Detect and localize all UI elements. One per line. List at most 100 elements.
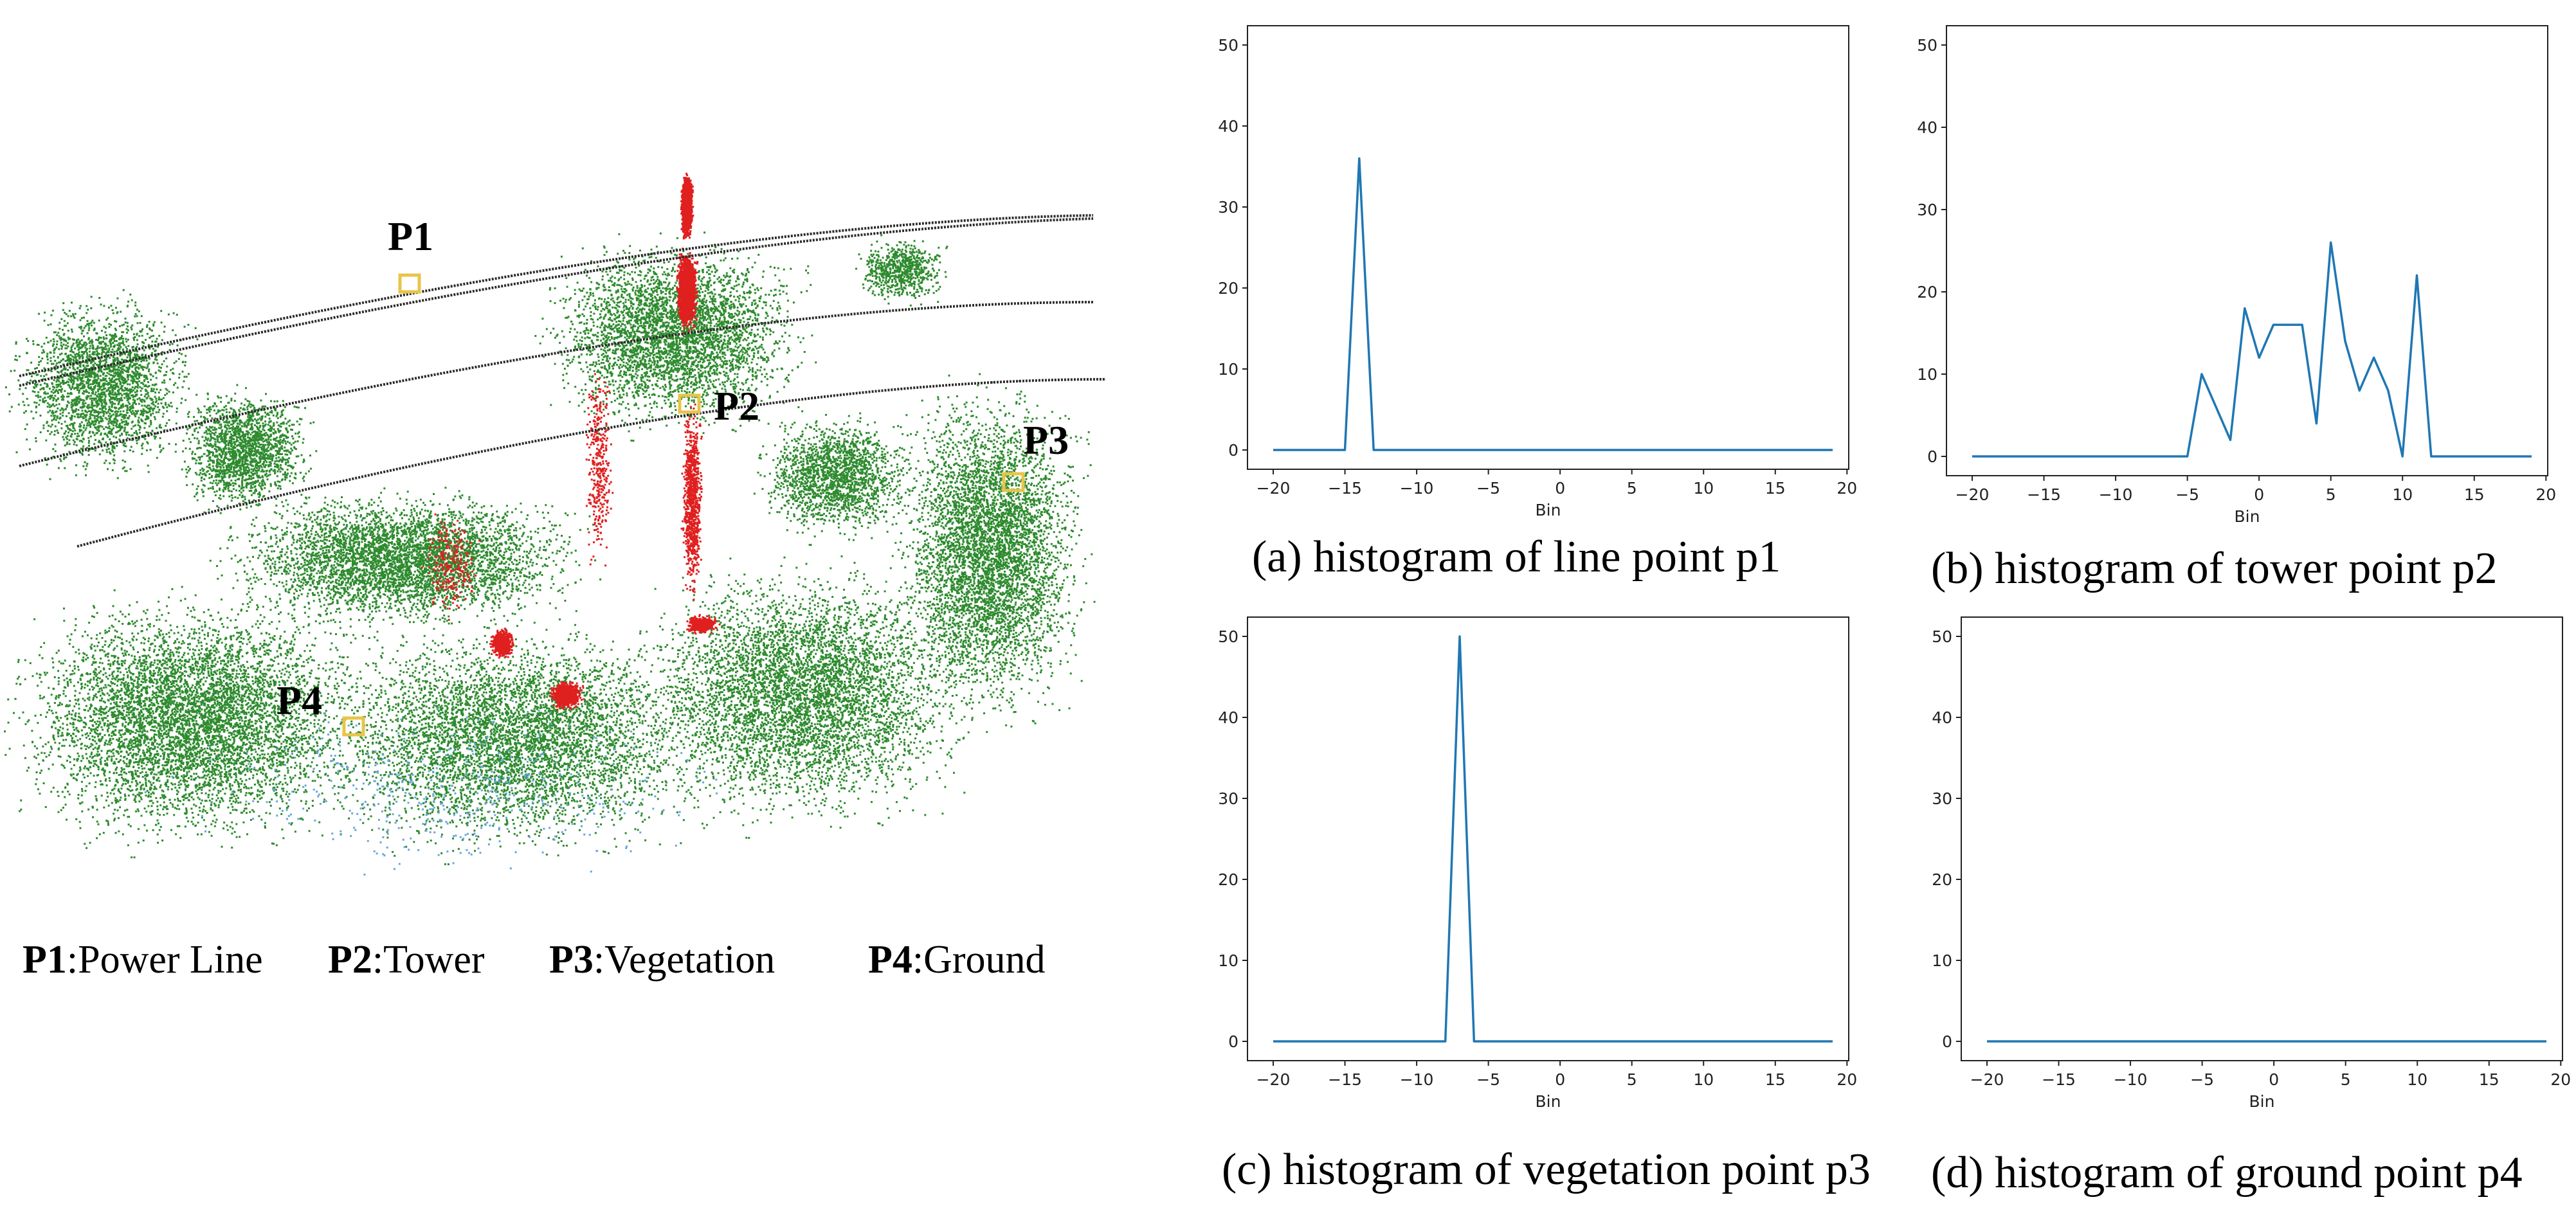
x-tick-label: 15	[2464, 485, 2485, 504]
legend-text: :Power Line	[66, 938, 263, 982]
y-tick-label: 30	[1932, 789, 1952, 808]
x-tick-label: −15	[2042, 1070, 2076, 1089]
x-tick-label: 20	[2550, 1070, 2571, 1089]
y-tick-label: 10	[1932, 951, 1952, 970]
legend-p4: P4:Ground	[868, 940, 1046, 980]
caption-a: (a) histogram of line point p1	[1252, 532, 1781, 582]
sample-marker	[1002, 472, 1025, 492]
legend-key: P1	[23, 938, 67, 982]
power-line-strand	[77, 378, 1107, 548]
y-tick-label: 30	[1917, 201, 1937, 219]
x-tick-label: −10	[2099, 485, 2133, 504]
plot-frame	[1961, 616, 2563, 1061]
x-tick-label: −15	[1328, 479, 1362, 498]
legend-p2: P2:Tower	[328, 940, 485, 980]
x-tick-label: 15	[2479, 1070, 2499, 1089]
x-tick-label: 5	[1627, 1070, 1637, 1089]
caption-d: (d) histogram of ground point p4	[1931, 1148, 2523, 1198]
point-label-p3: P3	[1023, 417, 1069, 463]
y-tick-label: 30	[1218, 198, 1238, 217]
y-tick-label: 0	[1228, 1032, 1238, 1051]
x-tick-label: −10	[1400, 479, 1434, 498]
x-tick-label: 20	[2535, 485, 2556, 504]
y-tick-label: 50	[1218, 627, 1238, 646]
y-tick-label: 0	[1942, 1032, 1952, 1051]
x-axis-label: Bin	[1536, 1092, 1561, 1111]
x-tick-label: 20	[1837, 1070, 1857, 1089]
x-tick-label: 10	[1693, 479, 1714, 498]
x-tick-label: −5	[2190, 1070, 2214, 1089]
y-tick-label: 30	[1218, 789, 1238, 808]
power-line-strand	[19, 217, 1094, 387]
x-tick-label: −20	[1256, 479, 1291, 498]
legend-text: :Vegetation	[593, 938, 776, 982]
plot-frame	[1946, 25, 2548, 476]
y-tick-label: 40	[1218, 708, 1238, 727]
legend-p1: P1:Power Line	[23, 940, 263, 980]
caption-b: (b) histogram of tower point p2	[1931, 544, 2498, 593]
vegetation-points	[4, 231, 1096, 865]
sample-marker	[678, 393, 701, 414]
x-tick-label: 5	[1627, 479, 1637, 498]
x-tick-label: 5	[2341, 1070, 2351, 1089]
x-tick-label: 15	[1765, 479, 1786, 498]
y-tick-label: 40	[1917, 118, 1937, 137]
histogram-tower-point-p2: 0 10 20 30 40 50 −20 −15 −10 −5 0 5 10 15 20 Bin	[1917, 25, 2556, 526]
y-tick-label: 20	[1218, 870, 1238, 889]
x-tick-label: −5	[2175, 485, 2199, 504]
legend-key: P3	[549, 938, 594, 982]
x-tick-label: 0	[1555, 479, 1565, 498]
sample-marker	[342, 716, 365, 737]
series-line	[1273, 157, 1833, 451]
x-tick-label: −20	[1970, 1070, 2004, 1089]
caption-c: (c) histogram of vegetation point p3	[1222, 1145, 1871, 1194]
point-label-p2: P2	[714, 383, 760, 429]
x-tick-label: 10	[2407, 1070, 2427, 1089]
y-tick-label: 20	[1917, 283, 1937, 301]
x-tick-label: −5	[1476, 479, 1500, 498]
x-tick-label: −20	[1955, 485, 1990, 504]
point-label-p4: P4	[277, 678, 323, 723]
x-tick-label: −10	[1400, 1070, 1434, 1089]
power-line-strand	[19, 214, 1094, 377]
series-line	[1273, 635, 1833, 1043]
power-line-strand	[19, 301, 1094, 467]
pc-tower-scatter	[421, 172, 721, 711]
y-tick-label: 10	[1218, 951, 1238, 970]
histogram-vegetation-point-p3: 0 10 20 30 40 50 −20 −15 −10 −5 0 5 10 15 20 Bin	[1218, 616, 1857, 1111]
plot-frame	[1247, 616, 1849, 1061]
x-tick-label: −5	[1476, 1070, 1500, 1089]
x-tick-label: −10	[2114, 1070, 2148, 1089]
legend-text: :Ground	[912, 938, 1046, 982]
x-tick-label: 20	[1837, 479, 1857, 498]
y-tick-label: 50	[1917, 36, 1937, 55]
point-label-p1: P1	[388, 213, 434, 259]
pc-veg-scatter	[4, 231, 1096, 865]
x-tick-label: 0	[2254, 485, 2264, 504]
x-tick-label: 0	[2269, 1070, 2279, 1089]
x-axis-label: Bin	[2235, 507, 2260, 526]
y-tick-label: 20	[1932, 870, 1952, 889]
x-tick-label: −15	[1328, 1070, 1362, 1089]
x-tick-label: 15	[1765, 1070, 1786, 1089]
x-tick-label: 0	[1555, 1070, 1565, 1089]
legend-key: P4	[868, 938, 912, 982]
tower-points	[421, 172, 721, 711]
x-tick-label: 5	[2326, 485, 2336, 504]
legend-text: :Tower	[372, 938, 485, 982]
series-line	[1972, 241, 2532, 458]
legend-p3: P3:Vegetation	[549, 940, 775, 980]
histogram-ground-point-p4: 0 10 20 30 40 50 −20 −15 −10 −5 0 5 10 15 20 Bin	[1932, 616, 2571, 1111]
y-tick-label: 40	[1218, 117, 1238, 136]
sample-marker	[398, 273, 421, 294]
y-tick-label: 0	[1927, 447, 1937, 466]
histogram-line-point-p1: 0 10 20 30 40 50 −20 −15 −10 −5 0 5 10 15 20 Bin	[1218, 25, 1857, 519]
y-tick-label: 10	[1218, 360, 1238, 379]
y-tick-label: 10	[1917, 365, 1937, 384]
sample-point-markers	[342, 273, 1025, 737]
x-tick-label: −20	[1256, 1070, 1291, 1089]
y-tick-label: 0	[1228, 441, 1238, 460]
point-cloud-view	[4, 172, 1107, 876]
y-tick-label: 50	[1218, 36, 1238, 55]
y-tick-label: 40	[1932, 708, 1952, 727]
